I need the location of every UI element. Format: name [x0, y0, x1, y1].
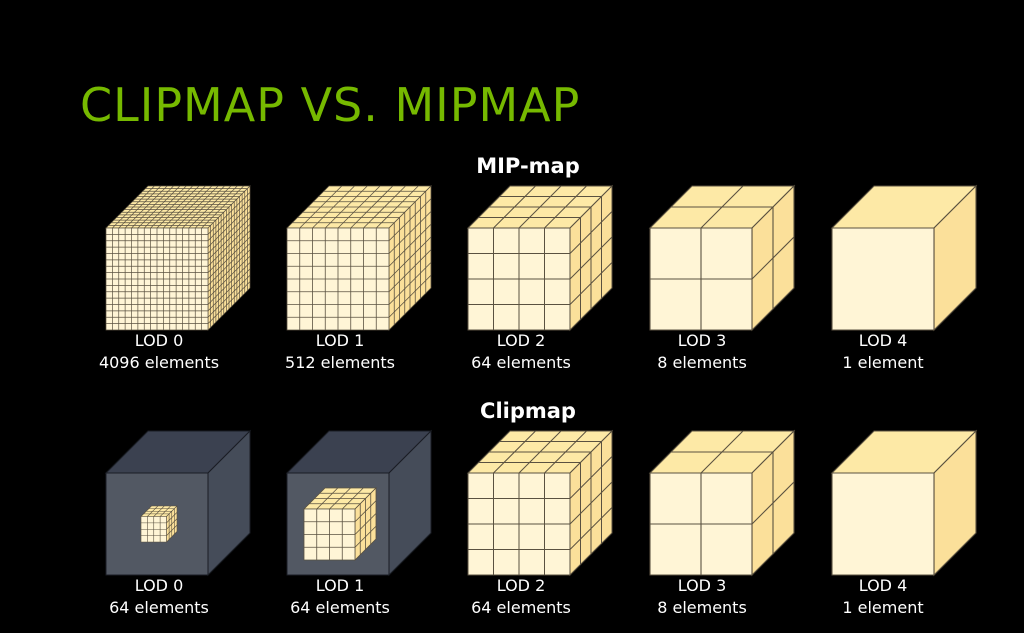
mipmap-lod3-grid — [650, 185, 795, 330]
lod-label: LOD 3 — [677, 576, 727, 595]
mipmap-lod4-label: LOD 4 1 element — [798, 330, 968, 374]
mipmap-lod0-grid — [106, 185, 251, 330]
lod-label: LOD 4 — [858, 331, 908, 350]
clipmap-lod2-grid — [468, 430, 613, 575]
element-count: 64 elements — [471, 353, 571, 372]
mipmap-lod2-grid — [468, 185, 613, 330]
lod-label: LOD 0 — [134, 331, 184, 350]
lod-label: LOD 4 — [858, 576, 908, 595]
mipmap-lod4-front-face — [831, 227, 935, 331]
clipmap-cube-lod2 — [466, 429, 614, 577]
mipmap-lod1-grid — [287, 185, 432, 330]
element-count: 4096 elements — [98, 353, 220, 372]
clipmap-lod2-label: LOD 2 64 elements — [436, 575, 606, 619]
lod-label: LOD 2 — [496, 576, 546, 595]
clipmap-lod4-front-face — [831, 472, 935, 576]
element-count: 1 element — [842, 353, 924, 372]
clipmap-lod3-label: LOD 3 8 elements — [617, 575, 787, 619]
element-count: 8 elements — [657, 353, 747, 372]
clipmap-lod1-inner-cube — [303, 487, 377, 561]
clipmap-cube-lod0 — [104, 429, 252, 577]
mipmap-section-title: MIP-map — [476, 154, 580, 178]
clipmap-section-title: Clipmap — [480, 399, 576, 423]
clipmap-lod0-inner-cube — [140, 505, 178, 543]
element-count: 64 elements — [290, 598, 390, 617]
mipmap-cube-lod0 — [105, 185, 251, 331]
mipmap-lod1-label: LOD 1 512 elements — [255, 330, 425, 374]
clipmap-lod1-label: LOD 1 64 elements — [255, 575, 425, 619]
element-count: 512 elements — [285, 353, 395, 372]
clipmap-cube-lod3 — [648, 429, 796, 577]
lod-label: LOD 3 — [677, 331, 727, 350]
clipmap-lod4-label: LOD 4 1 element — [798, 575, 968, 619]
clipmap-lod3-grid — [650, 430, 795, 575]
mipmap-cube-lod2 — [466, 184, 614, 332]
lod-label: LOD 2 — [496, 331, 546, 350]
mipmap-cube-lod4 — [830, 184, 978, 332]
element-count: 8 elements — [657, 598, 747, 617]
lod-label: LOD 1 — [315, 576, 365, 595]
mipmap-lod2-label: LOD 2 64 elements — [436, 330, 606, 374]
mipmap-lod0-label: LOD 0 4096 elements — [74, 330, 244, 374]
clipmap-lod0-label: LOD 0 64 elements — [74, 575, 244, 619]
element-count: 64 elements — [471, 598, 571, 617]
mipmap-cube-lod1 — [286, 185, 432, 331]
clipmap-lod1-inner-grid — [304, 487, 377, 560]
element-count: 1 element — [842, 598, 924, 617]
clipmap-cube-lod4 — [830, 429, 978, 577]
mipmap-lod3-label: LOD 3 8 elements — [617, 330, 787, 374]
mipmap-cube-lod3 — [648, 184, 796, 332]
clipmap-lod0-inner-grid — [141, 505, 178, 542]
element-count: 64 elements — [109, 598, 209, 617]
slide-title: CLIPMAP VS. MIPMAP — [80, 78, 581, 132]
clipmap-cube-lod1 — [285, 429, 433, 577]
lod-label: LOD 1 — [315, 331, 365, 350]
lod-label: LOD 0 — [134, 576, 184, 595]
